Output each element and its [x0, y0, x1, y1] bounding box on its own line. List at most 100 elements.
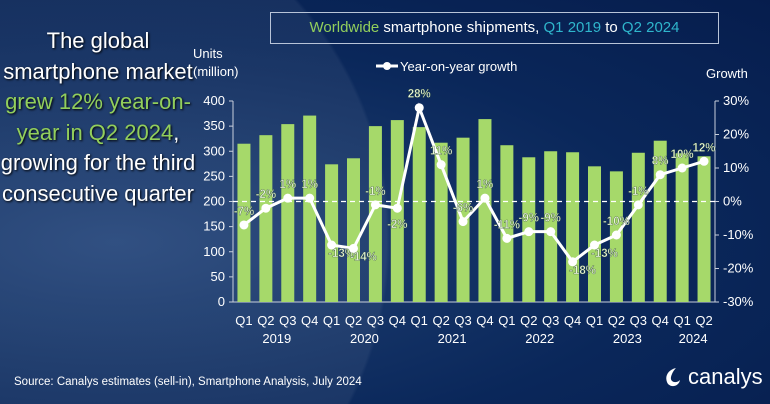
growth-label: -2% — [387, 219, 407, 231]
growth-label: 10% — [671, 149, 694, 161]
growth-label: 1% — [477, 179, 494, 191]
bar — [566, 152, 580, 302]
bar — [368, 126, 382, 302]
y2-tick-label: 30% — [723, 93, 749, 108]
x-tick-label: Q2 — [695, 313, 712, 328]
title-part: Q1 2019 — [543, 19, 602, 36]
x-year-label: 2020 — [350, 331, 379, 346]
x-year-label: 2021 — [438, 331, 467, 346]
y-axis-label-unit: (million) — [193, 64, 239, 79]
bar — [588, 166, 601, 302]
y-tick-label: 150 — [203, 219, 225, 234]
growth-point — [458, 217, 468, 227]
growth-point — [370, 200, 380, 210]
headline-accent: grew 12% year-on-year in Q2 2024 — [5, 89, 191, 145]
x-tick-label: Q2 — [257, 313, 274, 328]
growth-point — [677, 163, 687, 173]
growth-line — [243, 102, 705, 264]
y2-tick-label: -30% — [723, 294, 754, 309]
growth-point — [524, 227, 534, 237]
growth-label: -1% — [365, 186, 385, 198]
source-note: Source: Canalys estimates (sell-in), Sma… — [14, 376, 362, 388]
y2-tick-label: 20% — [723, 127, 749, 142]
logo-icon — [666, 368, 680, 387]
bar — [412, 127, 426, 302]
growth-label: 11% — [430, 146, 452, 158]
x-tick-label: Q3 — [367, 313, 384, 328]
y-tick-label: 200 — [203, 194, 225, 209]
growth-label: -9% — [540, 213, 560, 225]
y2-tick-label: 0% — [723, 194, 742, 209]
growth-point — [699, 156, 709, 166]
legend-label: Year-on-year growth — [400, 59, 517, 74]
growth-point — [392, 203, 402, 213]
growth-label: -6% — [453, 203, 473, 215]
x-tick-label: Q3 — [630, 313, 647, 328]
growth-label: -10% — [603, 216, 630, 228]
growth-label: -13% — [328, 248, 355, 260]
y-tick-label: 100 — [203, 244, 225, 259]
x-tick-label: Q2 — [432, 313, 449, 328]
x-year-label: 2019 — [262, 331, 291, 346]
growth-point — [261, 203, 271, 213]
growth-point — [590, 240, 599, 250]
bar — [697, 156, 711, 302]
canalys-logo: canalys — [662, 364, 763, 390]
growth-point — [414, 103, 424, 113]
growth-label: -14% — [350, 251, 377, 263]
growth-label: -9% — [519, 213, 539, 225]
headline: The global smartphone market grew 12% ye… — [0, 26, 196, 209]
x-tick-label: Q1 — [411, 313, 428, 328]
x-tick-label: Q1 — [586, 313, 603, 328]
y-tick-label: 250 — [203, 168, 225, 183]
x-tick-label: Q1 — [235, 313, 252, 328]
y2-axis-label: Growth — [706, 66, 748, 81]
y-tick-label: 400 — [203, 93, 225, 108]
growth-label: -18% — [569, 265, 596, 277]
headline-text-end: , growing for the third consecutive quar… — [0, 119, 196, 206]
bar — [325, 164, 339, 302]
x-tick-label: Q2 — [608, 313, 625, 328]
y2-tick-label: -20% — [723, 261, 754, 276]
legend-marker-icon — [383, 62, 391, 70]
growth-point — [327, 240, 337, 250]
growth-point — [283, 193, 293, 203]
x-tick-label: Q4 — [652, 313, 669, 328]
growth-point — [633, 200, 643, 210]
growth-label: 1% — [301, 179, 318, 191]
bar — [675, 153, 689, 302]
x-tick-label: Q3 — [542, 313, 559, 328]
title-part: Worldwide — [309, 19, 380, 36]
x-tick-label: Q1 — [498, 313, 515, 328]
growth-label: -7% — [234, 206, 254, 218]
x-tick-label: Q3 — [454, 313, 471, 328]
x-tick-label: Q4 — [389, 313, 406, 328]
y-tick-label: 300 — [203, 143, 225, 158]
logo-text: canalys — [688, 364, 763, 389]
y-tick-label: 50 — [211, 269, 225, 284]
x-year-label: 2022 — [525, 331, 554, 346]
y2-tick-label: -10% — [723, 227, 754, 242]
growth-point — [568, 257, 578, 267]
x-tick-label: Q4 — [301, 313, 318, 328]
bar — [544, 151, 558, 302]
growth-label: 28% — [408, 89, 431, 101]
growth-point — [546, 227, 556, 237]
x-tick-label: Q1 — [323, 313, 340, 328]
growth-label: -13% — [591, 248, 618, 260]
growth-point — [239, 220, 249, 230]
growth-point — [502, 233, 512, 243]
growth-label: 1% — [279, 179, 296, 191]
growth-label: 8% — [652, 156, 669, 168]
x-tick-label: Q2 — [345, 313, 362, 328]
x-tick-label: Q2 — [520, 313, 537, 328]
growth-point — [480, 193, 490, 203]
y-tick-label: 0 — [218, 294, 225, 309]
x-year-label: 2024 — [679, 331, 708, 346]
bar — [631, 152, 645, 302]
growth-label: -1% — [628, 186, 648, 198]
bar — [281, 124, 295, 303]
title-part: Q2 2024 — [621, 19, 680, 36]
chart-title: Worldwide smartphone shipments, Q1 2019 … — [270, 12, 719, 44]
